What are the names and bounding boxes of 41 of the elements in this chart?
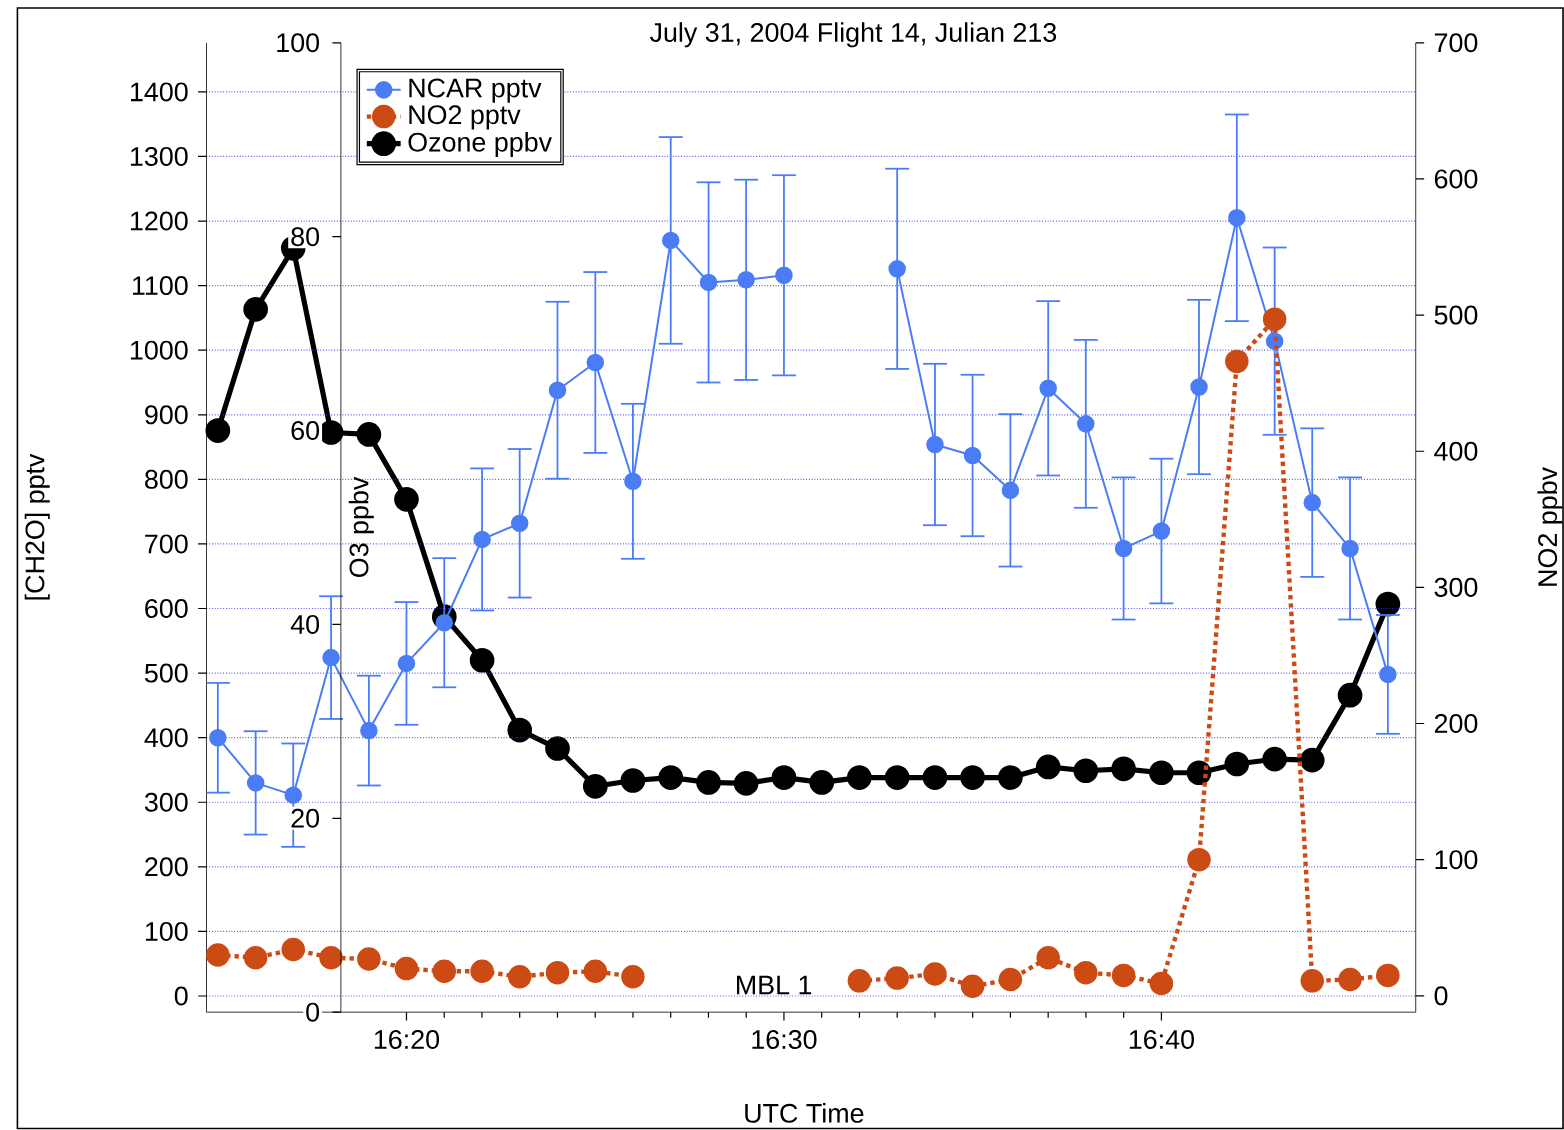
- y3-tick-label: 200: [1434, 714, 1478, 734]
- y-tick-label: 400: [144, 728, 188, 748]
- y2-axis-title: O3 ppbv: [348, 477, 374, 578]
- chart-title: July 31, 2004 Flight 14, Julian 213: [649, 22, 1057, 48]
- legend-label: NO2 pptv: [409, 105, 521, 130]
- legend-label: NCAR pptv: [409, 78, 542, 103]
- y-tick-label: 300: [144, 792, 188, 812]
- y3-tick-label: 0: [1434, 986, 1448, 1006]
- y3-tick-label: 100: [1435, 850, 1478, 870]
- y2-tick-label: 80: [291, 227, 320, 247]
- x-tick-label: 16:40: [1129, 1030, 1194, 1050]
- y2-tick-label: 60: [291, 421, 320, 441]
- x-axis-title: UTC Time: [745, 1103, 864, 1124]
- y-tick-label: 1200: [130, 211, 188, 231]
- y3-tick-label: 400: [1434, 441, 1478, 461]
- y2-tick-label: 100: [277, 33, 320, 53]
- legend-label: Ozone ppbv: [408, 132, 552, 158]
- y-tick-label: 1400: [130, 82, 188, 102]
- y-tick-label: 0: [174, 986, 188, 1006]
- y-axis-title: [CH2O] pptv: [24, 453, 50, 600]
- y-tick-label: 700: [145, 534, 188, 554]
- y2-tick-label: 20: [291, 808, 320, 828]
- y2-tick-label: 40: [290, 615, 320, 635]
- y3-tick-label: 700: [1434, 33, 1478, 53]
- y-tick-label: 900: [145, 405, 188, 425]
- y3-tick-label: 600: [1434, 169, 1478, 189]
- y3-tick-label: 500: [1434, 305, 1478, 325]
- x-tick-label: 16:30: [752, 1030, 817, 1050]
- y-tick-label: 800: [145, 470, 188, 490]
- y-tick-label: 600: [145, 599, 188, 619]
- annotation: MBL 1: [737, 975, 812, 995]
- y3-axis-title: NO2 ppbv: [1537, 467, 1563, 586]
- y-tick-label: 1100: [132, 276, 188, 296]
- y-tick-label: 100: [145, 922, 188, 942]
- y-tick-label: 200: [145, 857, 188, 877]
- y-tick-label: 500: [144, 663, 188, 683]
- x-tick-label: 16:20: [374, 1030, 440, 1050]
- y3-tick-label: 300: [1434, 578, 1478, 598]
- y-tick-label: 1300: [130, 147, 188, 167]
- y-tick-label: 1000: [130, 340, 188, 360]
- y2-tick-label: 0: [306, 1002, 320, 1022]
